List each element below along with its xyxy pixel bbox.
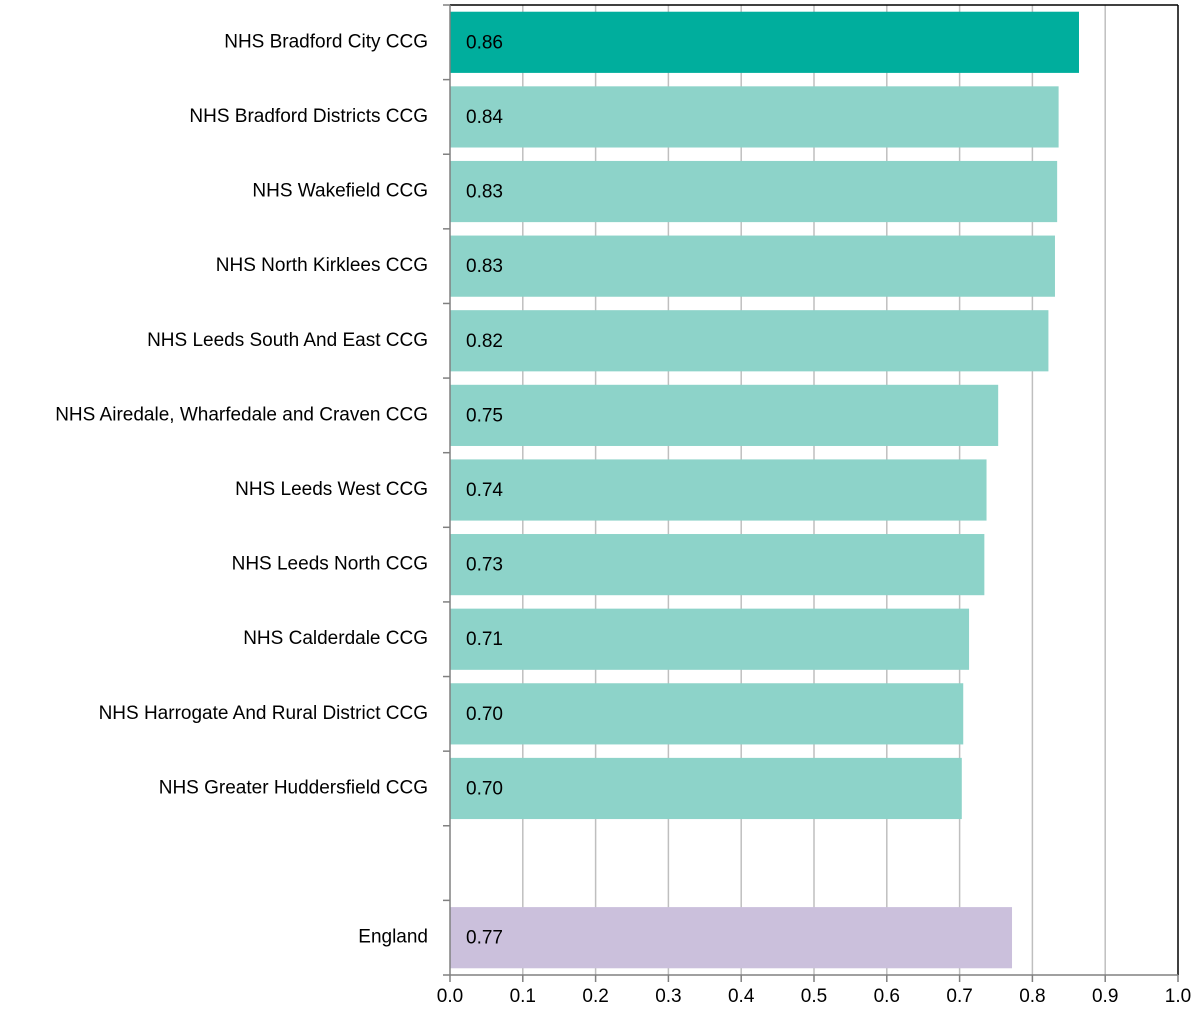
bar — [450, 683, 964, 745]
category-label: NHS Bradford Districts CCG — [189, 106, 428, 127]
x-tick-label: 0.6 — [874, 986, 900, 1007]
category-label: NHS Calderdale CCG — [243, 628, 428, 649]
category-label: NHS Wakefield CCG — [252, 181, 428, 202]
value-label: 0.70 — [466, 704, 503, 725]
bar — [450, 534, 985, 596]
x-tick-label: 0.0 — [437, 986, 463, 1007]
x-tick-label: 1.0 — [1165, 986, 1191, 1007]
value-label: 0.86 — [466, 32, 503, 53]
value-label: 0.70 — [466, 778, 503, 799]
bar — [450, 235, 1055, 297]
x-tick-label: 0.2 — [582, 986, 608, 1007]
bar — [450, 310, 1049, 372]
x-tick-label: 0.4 — [728, 986, 755, 1007]
bar — [450, 608, 970, 670]
bar — [450, 11, 1079, 73]
category-label: NHS Bradford City CCG — [224, 31, 428, 52]
category-label: NHS Leeds North CCG — [232, 554, 428, 575]
bar — [450, 907, 1013, 969]
value-label: 0.82 — [466, 331, 503, 352]
value-label: 0.71 — [466, 629, 503, 650]
bar — [450, 160, 1058, 223]
value-label: 0.74 — [466, 480, 503, 501]
category-label: NHS Airedale, Wharfedale and Craven CCG — [55, 404, 428, 425]
category-label: NHS Harrogate And Rural District CCG — [99, 703, 428, 724]
x-tick-label: 0.9 — [1092, 986, 1118, 1007]
value-label: 0.73 — [466, 555, 503, 576]
bar — [450, 459, 987, 521]
value-label: 0.84 — [466, 107, 503, 128]
category-label: NHS Leeds West CCG — [235, 479, 428, 500]
value-label: 0.83 — [466, 256, 503, 277]
x-tick-label: 0.5 — [801, 986, 827, 1007]
category-label: NHS North Kirklees CCG — [216, 255, 428, 276]
x-tick-label: 0.7 — [946, 986, 972, 1007]
bar — [450, 384, 999, 446]
x-tick-label: 0.3 — [655, 986, 681, 1007]
value-label: 0.77 — [466, 928, 503, 949]
x-tick-label: 0.8 — [1019, 986, 1045, 1007]
bar — [450, 86, 1059, 148]
category-label: NHS Greater Huddersfield CCG — [159, 777, 428, 798]
value-label: 0.75 — [466, 405, 503, 426]
x-tick-label: 0.1 — [510, 986, 536, 1007]
value-label: 0.83 — [466, 182, 503, 203]
bar — [450, 757, 962, 820]
category-label: England — [358, 927, 428, 948]
category-label: NHS Leeds South And East CCG — [147, 330, 428, 351]
